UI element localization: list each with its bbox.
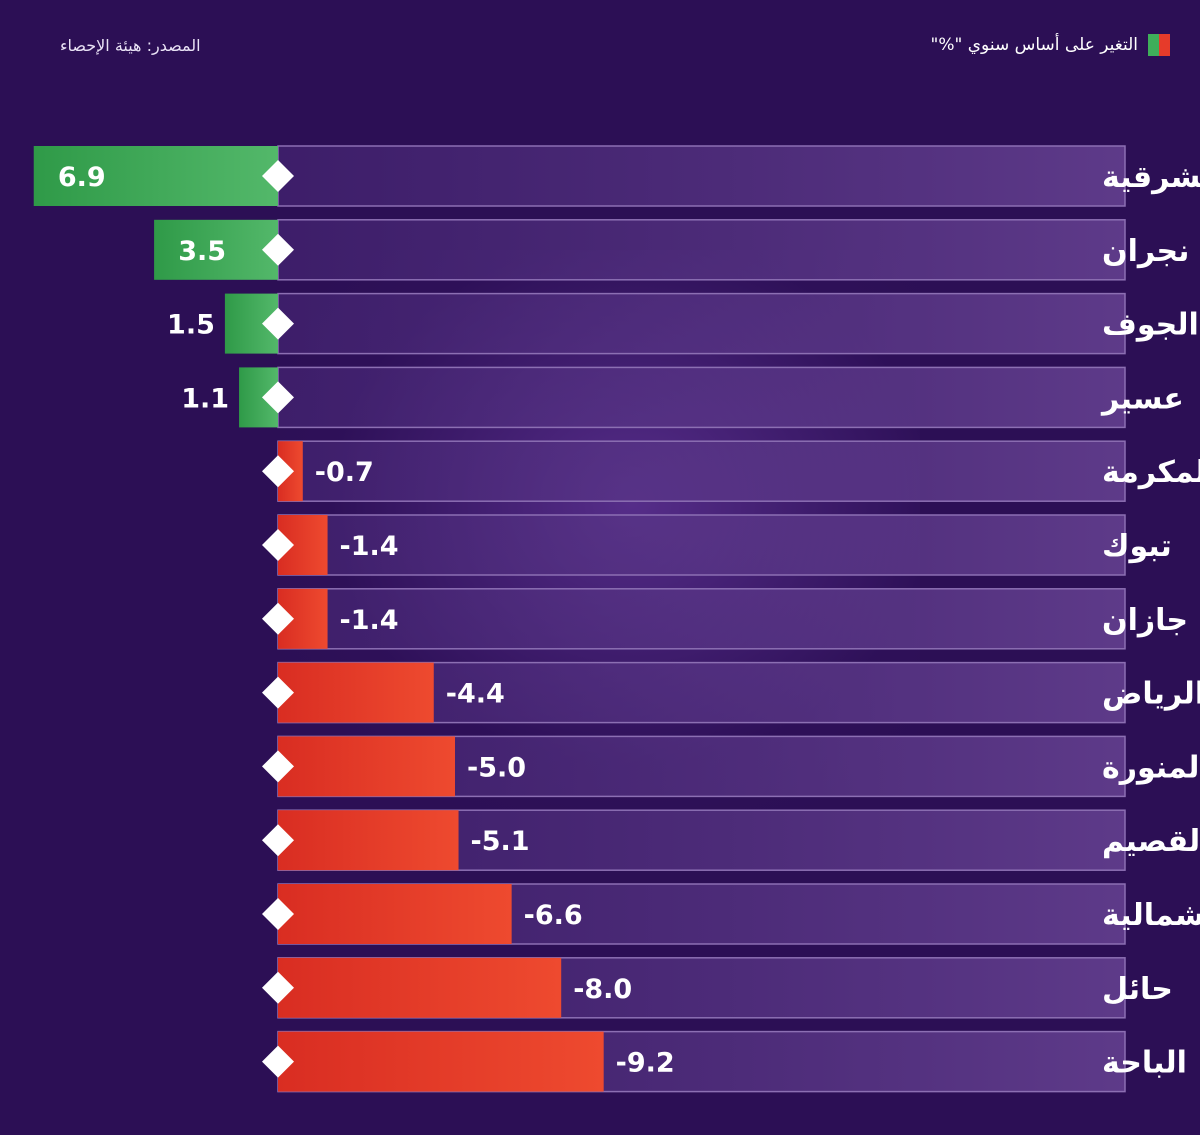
- value-label: -5.0: [467, 752, 526, 783]
- bar-positive: [33, 146, 278, 206]
- value-label: -8.0: [573, 974, 632, 1005]
- diamond-marker-icon: [262, 455, 294, 488]
- category-label: الباحة: [1102, 1046, 1187, 1081]
- diamond-marker-icon: [262, 602, 294, 635]
- row-band: [277, 514, 1126, 576]
- bar-negative: [278, 810, 459, 871]
- category-label: الجوف: [1102, 308, 1199, 343]
- row-band: [277, 366, 1126, 429]
- category-label: القصيم: [1102, 824, 1200, 859]
- value-label: -9.2: [616, 1048, 675, 1079]
- row-band: [277, 588, 1126, 650]
- category-label: تبوك: [1102, 529, 1172, 564]
- diamond-marker-icon: [262, 824, 294, 857]
- row-band: [277, 440, 1126, 502]
- diamond-marker-icon: [262, 160, 294, 192]
- diamond-marker-icon: [262, 971, 294, 1004]
- legend-swatch-icon: [1148, 34, 1170, 56]
- diamond-marker-icon: [262, 750, 294, 783]
- category-label: المنطقة الشرقية: [1102, 160, 1200, 195]
- diamond-marker-icon: [262, 1045, 294, 1078]
- bar-negative: [278, 662, 434, 723]
- value-label: -6.6: [524, 900, 583, 931]
- value-label: -1.4: [340, 605, 399, 636]
- bar-positive: [154, 219, 278, 280]
- row-band: [277, 145, 1126, 207]
- category-label: نجران: [1102, 234, 1189, 269]
- value-label: 3.5: [178, 236, 226, 267]
- category-label: مكة المكرمة: [1102, 455, 1200, 490]
- diamond-marker-icon: [262, 307, 294, 340]
- value-label: -1.4: [340, 531, 399, 562]
- value-label: 1.5: [167, 310, 215, 341]
- diamond-marker-icon: [262, 381, 294, 414]
- row-band: [277, 219, 1126, 281]
- bar-negative: [278, 736, 455, 797]
- bar-negative: [278, 884, 512, 944]
- category-label: الحدود الشمالية: [1102, 898, 1200, 933]
- diamond-marker-icon: [262, 529, 294, 561]
- diamond-marker-icon: [262, 233, 294, 266]
- legend: التغير على أساس سنوي "%": [931, 34, 1170, 56]
- legend-swatch-green: [1148, 34, 1159, 56]
- row-band: [277, 292, 1126, 355]
- value-label: -4.4: [446, 679, 505, 710]
- category-label: المدينة المنورة: [1102, 750, 1200, 785]
- value-label: 6.9: [58, 162, 106, 193]
- category-label: الرياض: [1102, 677, 1200, 712]
- bar-negative: [278, 957, 562, 1018]
- diamond-marker-icon: [262, 676, 294, 709]
- category-label: جازان: [1102, 603, 1188, 638]
- source-note: المصدر: هيئة الإحصاء: [60, 36, 201, 55]
- category-label: عسير: [1100, 381, 1184, 416]
- value-label: -5.1: [471, 826, 530, 857]
- value-label: -0.7: [315, 457, 374, 488]
- legend-label: التغير على أساس سنوي "%": [930, 35, 1138, 55]
- diamond-marker-icon: [262, 898, 294, 930]
- category-label: حائل: [1102, 972, 1173, 1007]
- bar-negative: [278, 1031, 604, 1092]
- legend-swatch-red: [1159, 34, 1170, 56]
- value-label: 1.1: [181, 383, 229, 414]
